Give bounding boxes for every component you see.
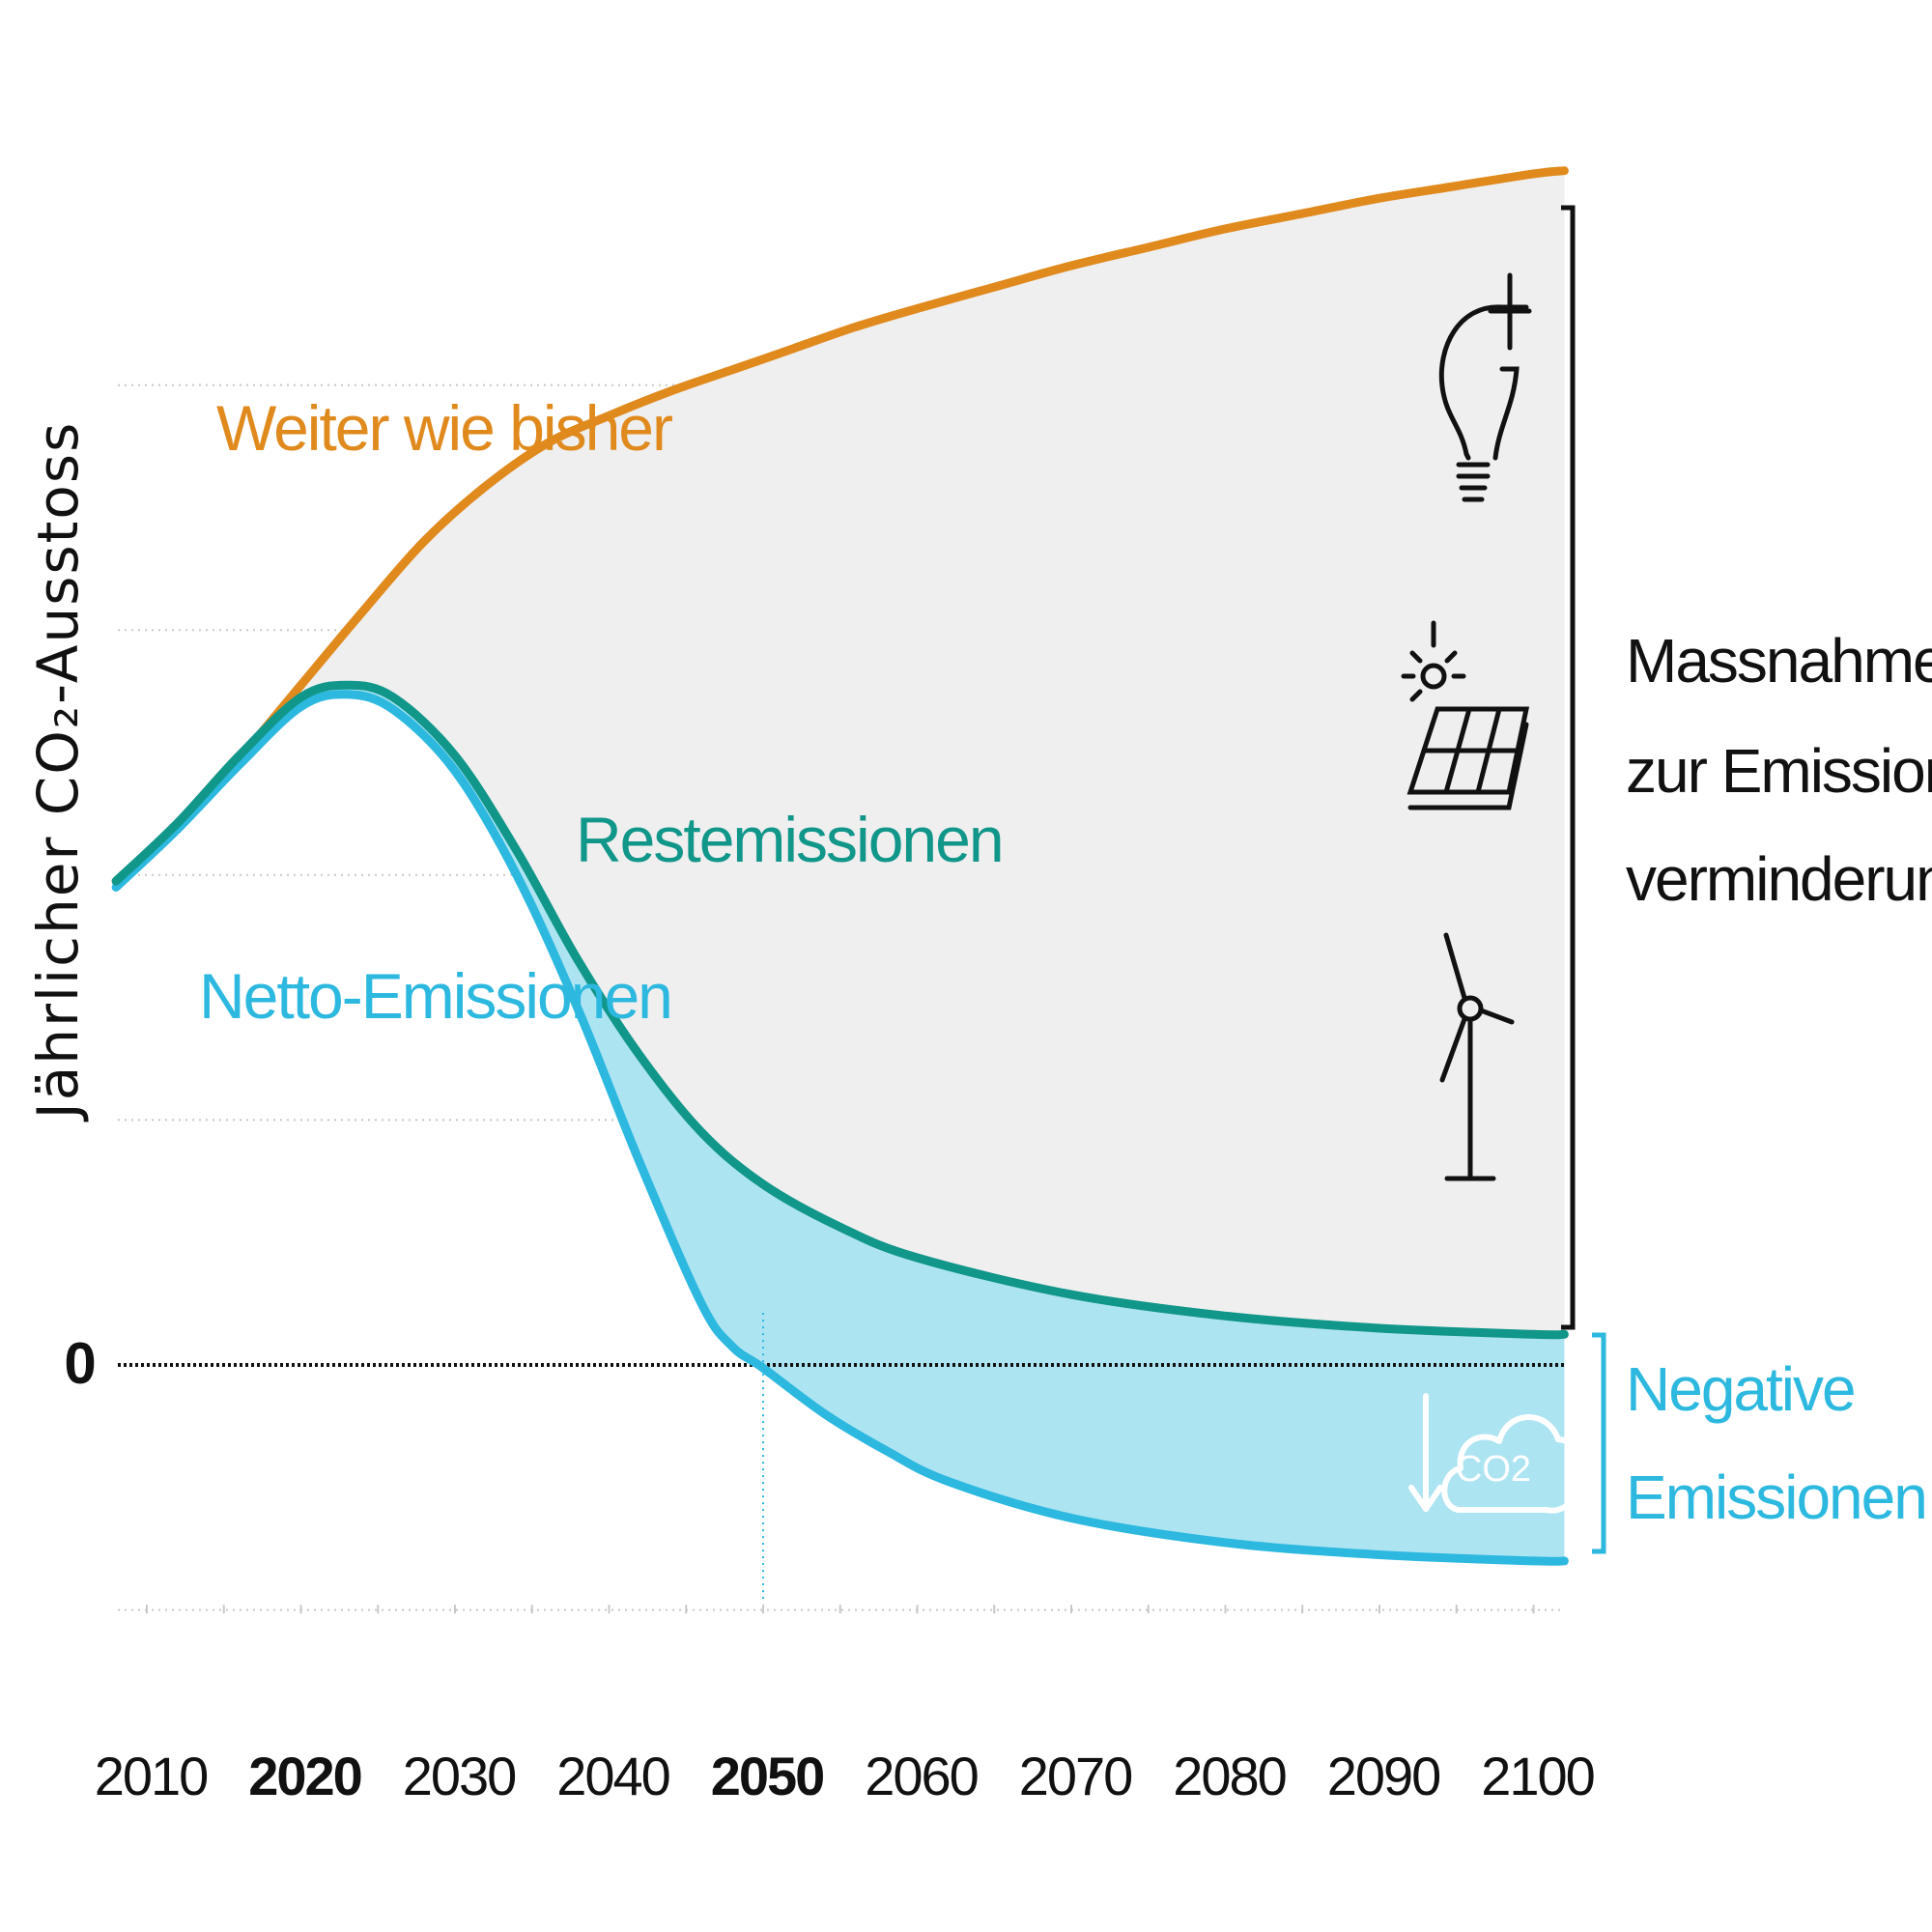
x-tick-label: 2010 (95, 1746, 208, 1806)
series-label-net: Netto-Emissionen (199, 960, 671, 1032)
series-line-net (111, 690, 1569, 1566)
x-tick-label: 2030 (403, 1746, 516, 1806)
mitigation-label-line-3: verminderung (1626, 844, 1932, 914)
x-tick-label: 2060 (865, 1746, 978, 1806)
negative-emissions-bracket (1592, 1332, 1606, 1554)
mitigation-bracket (1561, 205, 1576, 1330)
solar-panel-icon (1401, 620, 1530, 810)
series-label-residual: Restemissionen (576, 804, 1003, 875)
negative-label-line-1: Negative (1626, 1354, 1855, 1424)
series-label-bau: Weiter wie bisher (216, 392, 672, 464)
x-tick-label: 2050 (711, 1746, 824, 1806)
zero-tick-label: 0 (64, 1331, 96, 1396)
x-tick-label: 2070 (1019, 1746, 1132, 1806)
series-line-residual (111, 680, 1569, 1340)
x-tick-label: 2100 (1481, 1746, 1594, 1806)
wind-turbine-icon (1439, 932, 1515, 1181)
co2-cloud-text: CO2 (1456, 1449, 1531, 1490)
x-tick-label: 2040 (556, 1746, 669, 1806)
co2-cloud-icon: CO2 (1408, 1393, 1587, 1514)
negative-emissions-area (116, 685, 1565, 1562)
x-axis: 2010 2020 2030 2040 2050 2060 2070 2080 2090 2100 (95, 1605, 1596, 1806)
x-tick-label: 2090 (1327, 1746, 1440, 1806)
negative-label-line-2: Emissionen (1626, 1463, 1926, 1532)
series-lines (111, 166, 1569, 1566)
y-axis-label: Jährlicher CO₂-Ausstoss (25, 421, 91, 1122)
x-tick-label: 2080 (1173, 1746, 1286, 1806)
series-line-bau (111, 166, 1569, 886)
mitigation-label-line-1: Massnahmen (1626, 626, 1932, 696)
mitigation-label-line-2: zur Emissions- (1626, 736, 1932, 806)
mitigation-area (116, 170, 1565, 1335)
x-tick-label: 2020 (248, 1746, 361, 1806)
light-bulb-icon (1438, 272, 1532, 502)
